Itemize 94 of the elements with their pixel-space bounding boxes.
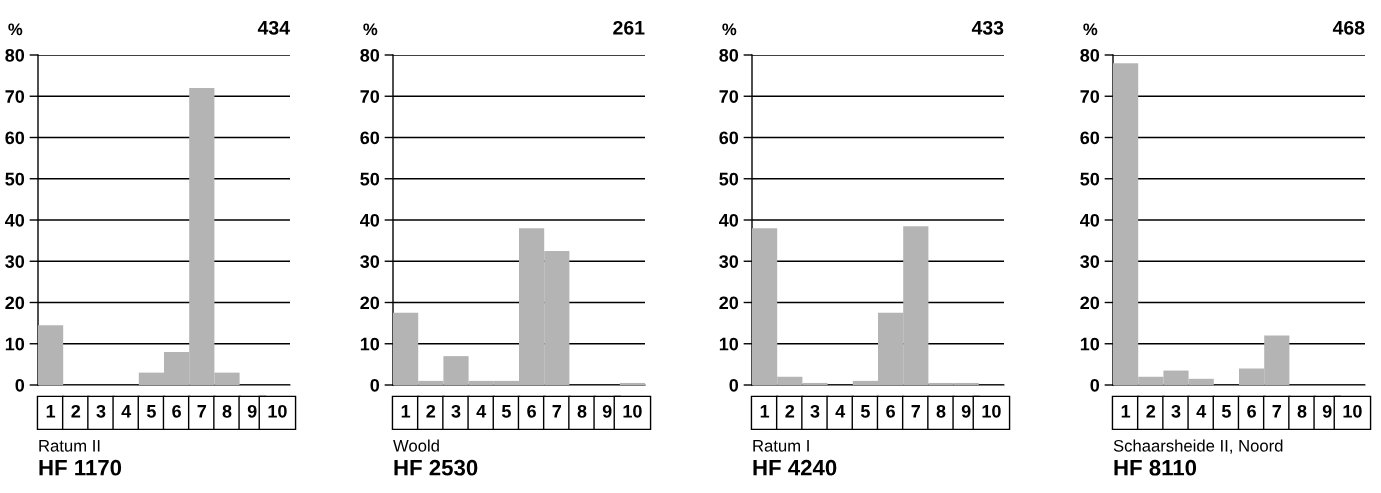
y-axis-title: % [1083, 23, 1098, 36]
text: HF 2530 [394, 459, 478, 476]
y-tick-label: 30 [719, 255, 739, 268]
x-tick-label: 8 [222, 404, 232, 418]
text: HF 1170 [39, 459, 122, 476]
y-tick-label: 80 [719, 48, 739, 62]
y-tick-label: 40 [719, 213, 739, 227]
x-tick-label: 3 [1171, 404, 1181, 418]
y-tick-label: 10 [5, 337, 25, 351]
text: HF 4240 [753, 459, 837, 476]
x-tick-label: 5 [146, 405, 156, 418]
x-tick-label: 2 [1146, 404, 1156, 418]
bar [38, 325, 64, 385]
x-tick-label: 9 [602, 404, 612, 418]
text: HF 8110 [1114, 459, 1197, 476]
x-tick-label: 9 [961, 404, 971, 418]
y-tick-label: 80 [1080, 48, 1100, 62]
y-tick-label: 20 [719, 296, 739, 310]
x-tick-label: 4 [1196, 405, 1207, 418]
x-tick-label: 10 [1343, 404, 1362, 418]
y-tick-label: 0 [370, 378, 380, 392]
x-tick-label: 1 [1121, 405, 1131, 418]
y-tick-label: 20 [5, 296, 25, 310]
x-tick-label: 8 [577, 404, 587, 418]
x-tick-label: 6 [1247, 404, 1256, 418]
x-tick-label: 4 [476, 405, 487, 418]
x-tick-label: 5 [1221, 405, 1231, 418]
y-tick-label: 50 [360, 172, 380, 186]
x-tick-label: 2 [71, 404, 81, 418]
y-tick-label: 70 [360, 90, 380, 103]
x-tick-label: 4 [835, 405, 846, 418]
x-tick-label: 1 [46, 405, 56, 418]
y-axis-title: % [363, 23, 378, 36]
y-tick-label: 20 [1080, 296, 1100, 310]
x-tick-label: 3 [810, 404, 820, 418]
x-tick-label: 6 [527, 404, 536, 418]
y-tick-label: 70 [1080, 90, 1100, 103]
x-tick-label: 1 [760, 405, 770, 418]
y-tick-label: 40 [5, 213, 25, 227]
text: Woold [393, 439, 439, 452]
y-tick-label: 50 [719, 172, 739, 186]
y-tick-label: 0 [729, 378, 739, 392]
y-tick-label: 30 [360, 255, 380, 268]
x-tick-label: 9 [247, 404, 257, 418]
y-tick-label: 50 [5, 172, 25, 186]
text: 433 [971, 20, 1004, 35]
y-tick-label: 10 [360, 337, 380, 351]
x-tick-label: 3 [451, 404, 461, 418]
x-tick-label: 7 [197, 405, 207, 418]
text: Ratum II [39, 440, 100, 452]
y-tick-label: 40 [1080, 213, 1100, 227]
text: 434 [257, 20, 290, 35]
bar [619, 382, 645, 385]
y-tick-label: 0 [15, 378, 25, 392]
x-tick-label: 8 [1297, 404, 1307, 418]
y-tick-label: 80 [5, 48, 25, 62]
text: Schaarsheide II, Noord [1113, 439, 1283, 454]
x-tick-label: 4 [121, 405, 132, 418]
x-tick-label: 5 [860, 405, 870, 418]
y-tick-label: 0 [1090, 378, 1100, 392]
y-tick-label: 60 [5, 131, 25, 145]
x-tick-label: 10 [982, 404, 1001, 418]
x-tick-label: 1 [401, 405, 411, 418]
x-tick-label: 7 [911, 405, 921, 418]
y-tick-label: 70 [719, 90, 739, 103]
x-tick-label: 7 [552, 405, 562, 418]
x-tick-label: 8 [936, 404, 946, 418]
y-axis-title: % [8, 23, 23, 36]
y-tick-label: 60 [360, 131, 380, 145]
x-tick-label: 2 [785, 404, 795, 418]
x-tick-label: 7 [1272, 405, 1282, 418]
x-tick-label: 6 [172, 404, 181, 418]
y-tick-label: 60 [719, 131, 739, 145]
text: 468 [1332, 20, 1365, 35]
y-tick-label: 30 [1080, 255, 1100, 268]
text: 261 [613, 20, 645, 35]
y-tick-label: 30 [5, 255, 25, 268]
y-tick-label: 60 [1080, 131, 1100, 145]
y-axis-title: % [722, 23, 737, 36]
y-tick-label: 50 [1080, 172, 1100, 186]
x-tick-label: 10 [268, 404, 287, 418]
x-tick-label: 9 [1322, 404, 1332, 418]
y-tick-label: 10 [719, 337, 739, 351]
text: Ratum I [753, 440, 809, 452]
x-tick-label: 3 [96, 404, 106, 418]
y-tick-label: 20 [360, 296, 380, 310]
y-tick-label: 40 [360, 213, 380, 227]
x-tick-label: 10 [623, 404, 642, 418]
y-tick-label: 70 [5, 90, 25, 103]
x-tick-label: 6 [886, 404, 895, 418]
y-tick-label: 80 [360, 48, 380, 62]
y-tick-label: 10 [1080, 337, 1100, 351]
x-tick-label: 2 [426, 404, 436, 418]
x-tick-label: 5 [501, 405, 511, 418]
